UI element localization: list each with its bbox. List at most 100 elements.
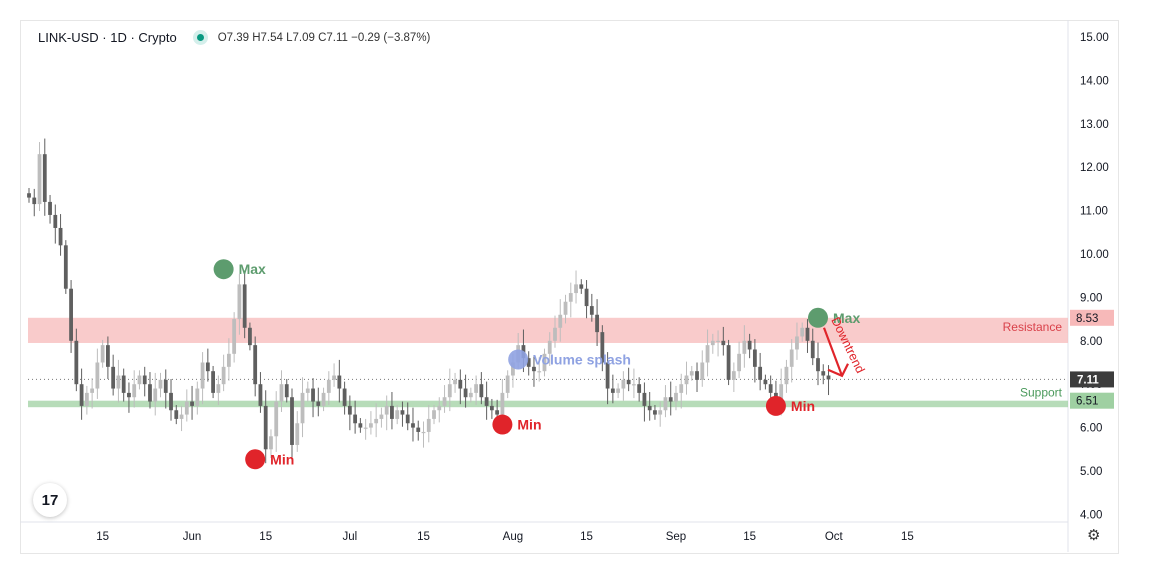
candle-body (363, 427, 368, 429)
candle-body (658, 410, 663, 415)
marker-dot-volume-splash (508, 349, 529, 370)
candle-body (84, 392, 89, 406)
chart-frame (20, 20, 1119, 554)
gear-icon[interactable]: ⚙ (1087, 527, 1101, 544)
last-price-tag: 7.11 (1077, 374, 1099, 386)
candle-body (195, 388, 200, 406)
candle-body (205, 362, 210, 372)
candle-body (242, 284, 247, 328)
x-tick-label: Jul (343, 531, 358, 543)
candle-body (179, 414, 184, 419)
x-tick-label: 15 (743, 531, 756, 543)
candle-body (426, 418, 431, 432)
candle-body (447, 384, 452, 398)
candle-body (795, 336, 799, 350)
candle-body (106, 345, 110, 367)
candle-body (800, 327, 805, 337)
candle-body (626, 379, 631, 385)
candle-body (311, 388, 315, 402)
zone-price-tag: 6.51 (1076, 396, 1098, 408)
candle-body (32, 197, 37, 205)
candle-body (416, 427, 421, 432)
candle-body (169, 392, 173, 411)
y-tick-label: 10.00 (1080, 249, 1109, 261)
candle-body (190, 401, 194, 406)
candle-body (232, 319, 237, 354)
candle-body (63, 245, 68, 289)
candle-body (142, 375, 147, 385)
marker-label-min: Min (791, 398, 815, 414)
candle-body (484, 397, 489, 406)
candle-body (321, 392, 326, 406)
candle-body (674, 392, 678, 402)
marker-dot-min (765, 395, 786, 416)
candle-body (295, 423, 300, 445)
candle-body (558, 314, 563, 328)
candle-body (737, 353, 741, 372)
candle-body (605, 362, 610, 389)
candle-body (132, 384, 137, 398)
candle-body (90, 388, 95, 393)
candle-body (689, 371, 694, 376)
zone-label-resistance: Resistance (1003, 320, 1063, 334)
candle-body (221, 366, 226, 385)
candle-body (547, 340, 552, 354)
candle-body (511, 362, 515, 376)
candle-body (647, 405, 652, 411)
candle-body (579, 284, 584, 289)
marker-label-min: Min (517, 417, 541, 433)
marker-label-volume-splash: Volume splash (533, 351, 631, 367)
candle-body (595, 314, 599, 333)
candle-body (332, 375, 336, 380)
candle-body (184, 401, 189, 415)
candle-body (505, 375, 510, 393)
candle-body (468, 392, 473, 398)
y-tick-label: 15.00 (1080, 32, 1109, 44)
candle-body (537, 371, 542, 373)
y-tick-label: 8.00 (1080, 336, 1102, 348)
downtrend-arrowhead (827, 363, 849, 378)
live-dot-icon (196, 34, 204, 41)
marker-label-min: Min (270, 451, 294, 467)
candle-body (821, 371, 826, 376)
candle-body (779, 384, 784, 402)
zone-price-tag-bg (1070, 392, 1114, 409)
candle-body (48, 201, 52, 215)
candle-body (695, 371, 699, 380)
candle-body (148, 384, 152, 402)
candle-body (69, 288, 73, 341)
candle-body (248, 327, 252, 346)
candle-body (568, 293, 573, 302)
candle-body (768, 384, 773, 393)
candle-body (369, 423, 373, 428)
candle-body (763, 379, 768, 385)
candle-body (716, 340, 720, 342)
x-tick-label: Oct (825, 531, 844, 543)
candle-body (258, 384, 263, 406)
x-tick-label: 15 (417, 531, 430, 543)
candle-body (211, 371, 215, 393)
tradingview-logo-icon[interactable]: 17 (33, 483, 67, 517)
x-tick-label: 15 (901, 531, 914, 543)
candle-body (705, 345, 710, 363)
candle-body (326, 379, 331, 393)
candle-body (495, 410, 500, 415)
candle-body (642, 392, 647, 406)
y-tick-label: 5.00 (1080, 466, 1102, 478)
x-tick-label: 15 (96, 531, 109, 543)
candle-body (137, 375, 142, 385)
zone-resistance (28, 317, 1068, 343)
candle-body (42, 154, 47, 202)
symbol-title[interactable]: LINK-USD · 1D · Crypto (38, 30, 177, 45)
candle-body (653, 410, 657, 415)
x-tick-label: 15 (580, 531, 593, 543)
candle-body (337, 375, 342, 389)
candle-body (526, 358, 531, 367)
candle-body (589, 306, 594, 315)
candle-body (758, 366, 763, 380)
candle-body (742, 340, 747, 354)
candle-body (174, 410, 179, 419)
candle-body (74, 340, 79, 385)
candle-body (290, 397, 294, 445)
